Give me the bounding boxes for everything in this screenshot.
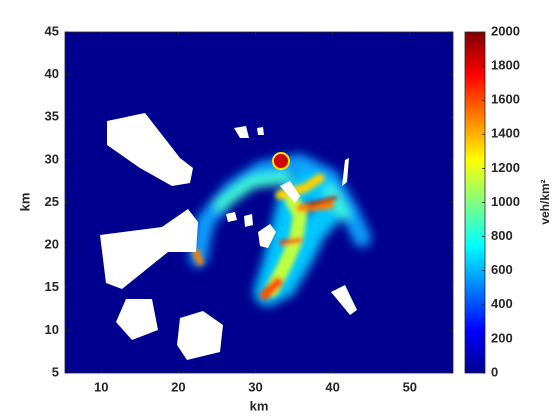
y-tick-label: 10 bbox=[45, 322, 59, 337]
x-tick-label: 50 bbox=[403, 379, 417, 394]
x-tick-label: 40 bbox=[325, 379, 339, 394]
colorbar-tick-label: 1600 bbox=[491, 92, 520, 107]
colorbar-tick-label: 1800 bbox=[491, 58, 520, 73]
obstacles bbox=[100, 113, 357, 360]
colorbar-tick-label: 1200 bbox=[491, 160, 520, 175]
colorbar-tick-label: 2000 bbox=[491, 23, 520, 38]
colorbar-tick-label: 200 bbox=[491, 330, 513, 345]
colorbar-tick-label: 1000 bbox=[491, 194, 520, 209]
colorbar-label: veh/km² bbox=[538, 179, 552, 224]
y-tick-label: 35 bbox=[45, 109, 59, 124]
colorbar-tick-label: 800 bbox=[491, 228, 513, 243]
x-axis-label: km bbox=[250, 398, 269, 413]
colorbar-tick-label: 600 bbox=[491, 262, 513, 277]
density-hotspot bbox=[272, 152, 290, 170]
y-tick-label: 30 bbox=[45, 151, 59, 166]
colorbar-tick-label: 1400 bbox=[491, 126, 520, 141]
density-core bbox=[192, 173, 337, 300]
y-tick-label: 45 bbox=[45, 23, 59, 38]
colorbar-tick-label: 400 bbox=[491, 296, 513, 311]
colorbar-tick-label: 0 bbox=[491, 364, 498, 379]
heatmap-field bbox=[65, 32, 453, 373]
x-tick-label: 20 bbox=[171, 379, 185, 394]
y-tick-label: 15 bbox=[45, 279, 59, 294]
y-tick-label: 20 bbox=[45, 237, 59, 252]
y-tick-label: 25 bbox=[45, 194, 59, 209]
y-axis-label: km bbox=[17, 193, 32, 212]
x-tick-label: 10 bbox=[94, 379, 108, 394]
x-tick-label: 30 bbox=[248, 379, 262, 394]
y-tick-label: 40 bbox=[45, 66, 59, 81]
y-tick-label: 5 bbox=[52, 364, 59, 379]
